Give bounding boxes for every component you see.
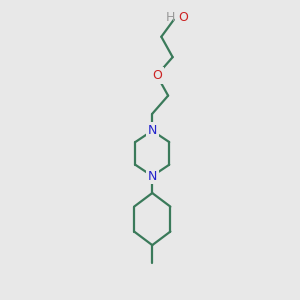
Text: O: O [178,11,188,24]
Text: N: N [148,124,157,137]
Text: O: O [152,69,162,82]
Text: N: N [148,169,157,182]
Text: H: H [166,11,175,24]
